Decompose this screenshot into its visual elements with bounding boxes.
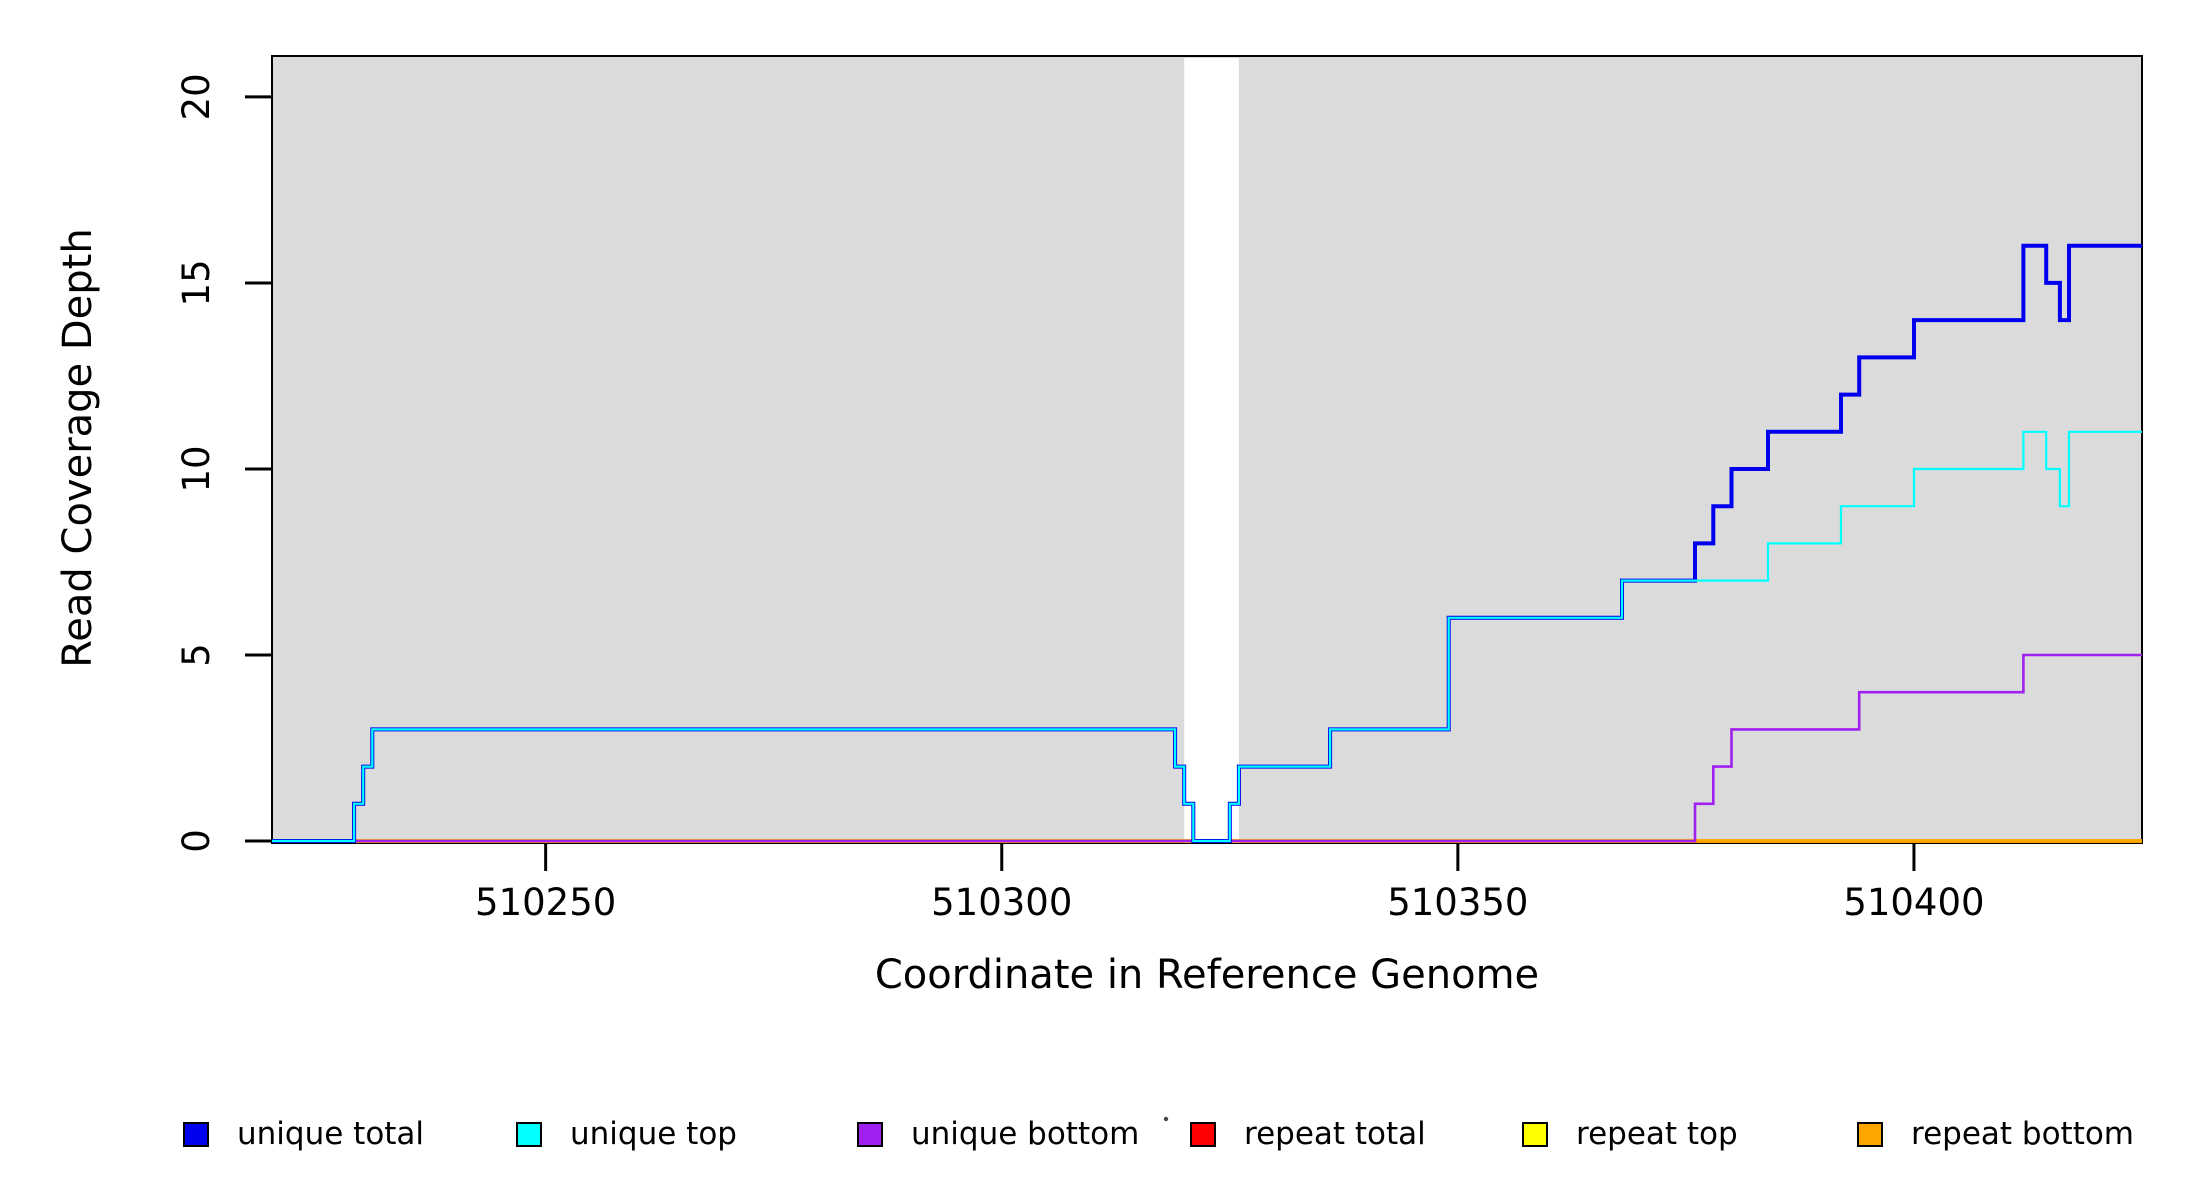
legend-item-repeat-total: repeat total	[1190, 1118, 1426, 1150]
legend-item-repeat-bottom: repeat bottom	[1857, 1118, 2134, 1150]
legend-swatch-repeat-top	[1522, 1121, 1548, 1147]
coverage-gap-region	[1184, 58, 1239, 843]
legend-swatch-unique-total	[183, 1121, 209, 1147]
x-axis-tick-label: 510300	[931, 881, 1072, 924]
x-axis-tick-label: 510400	[1843, 881, 1984, 924]
legend-label: repeat bottom	[1911, 1116, 2135, 1152]
legend-swatch-repeat-total	[1190, 1121, 1216, 1147]
legend-label: unique bottom	[911, 1116, 1140, 1152]
legend-swatch-unique-bottom	[857, 1121, 883, 1147]
stray-mark	[1163, 1116, 1169, 1122]
y-axis-tick-label: 5	[175, 643, 218, 667]
legend-label: repeat top	[1576, 1116, 1738, 1152]
legend-item-repeat-top: repeat top	[1522, 1118, 1738, 1150]
series-lines	[272, 243, 2142, 843]
legend-label: unique total	[237, 1116, 425, 1152]
legend-swatch-repeat-bottom	[1857, 1121, 1883, 1147]
legend-item-unique-bottom: unique bottom	[857, 1118, 1139, 1150]
legend-swatch-unique-top	[516, 1121, 542, 1147]
y-axis-tick-label: 20	[175, 73, 218, 120]
legend-label: unique top	[570, 1116, 737, 1152]
series-line-unique-bottom	[272, 653, 2142, 843]
y-axis-tick-label: 10	[175, 445, 218, 492]
y-axis-title: Read Coverage Depth	[55, 228, 101, 668]
series-line-unique-top	[272, 430, 2142, 843]
y-axis-tick-label: 0	[175, 829, 218, 853]
y-axis-tick-label: 15	[175, 259, 218, 306]
x-axis-tick-label: 510350	[1387, 881, 1528, 924]
legend-item-unique-total: unique total	[183, 1118, 424, 1150]
x-axis-title: Coordinate in Reference Genome	[874, 952, 1540, 998]
x-axis-tick-label: 510250	[475, 881, 616, 924]
legend-label: repeat total	[1244, 1116, 1426, 1152]
legend-item-unique-top: unique top	[516, 1118, 737, 1150]
